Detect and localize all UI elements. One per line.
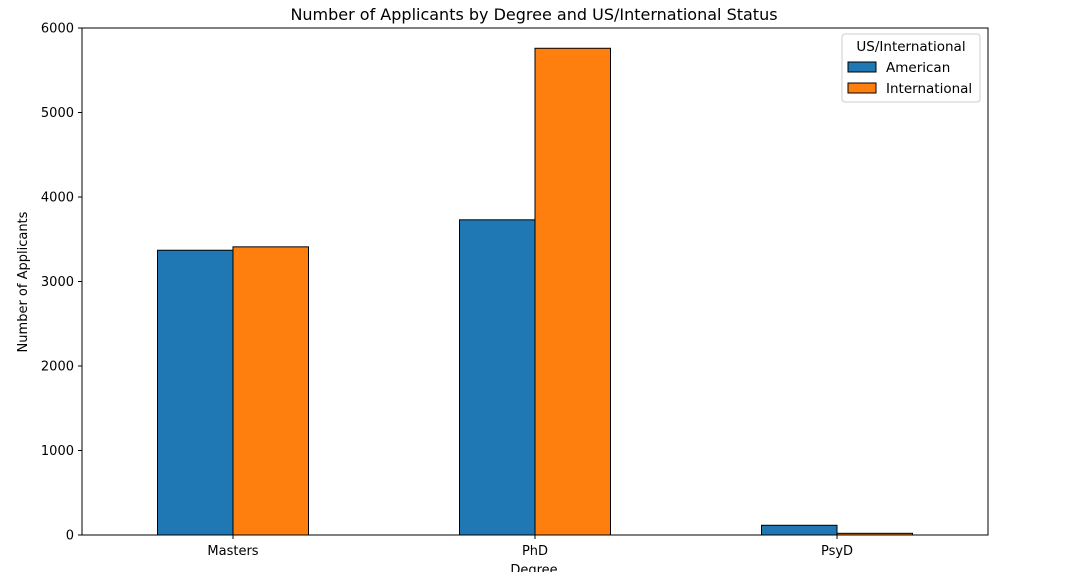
x-axis-label: Degree — [510, 563, 557, 572]
bar-international-phd — [534, 47, 611, 536]
y-tick-label: 4000 — [41, 191, 74, 206]
bar-american-phd — [459, 219, 536, 536]
legend-swatch-american — [847, 61, 877, 73]
y-tick-label: 3000 — [41, 275, 74, 290]
legend-title: US/International — [856, 39, 965, 55]
plot-area — [157, 47, 913, 536]
bar-american-psyd — [761, 524, 838, 536]
legend: US/International American International — [841, 33, 981, 103]
bar-american-masters — [157, 249, 234, 536]
legend-label-american: American — [886, 60, 950, 76]
x-tick-label: PsyD — [821, 544, 853, 559]
y-tick-label: 6000 — [41, 22, 74, 37]
bar-international-masters — [232, 246, 309, 536]
x-tick-label: Masters — [207, 544, 258, 559]
y-tick-label: 2000 — [41, 360, 74, 375]
y-axis: 0 1000 2000 3000 4000 5000 6000 — [41, 22, 82, 544]
y-tick-label: 0 — [66, 529, 74, 544]
legend-label-international: International — [886, 81, 972, 97]
chart-title: Number of Applicants by Degree and US/In… — [290, 5, 777, 24]
y-tick-label: 1000 — [41, 444, 74, 459]
x-axis: Masters PhD PsyD — [207, 535, 853, 559]
x-tick-label: PhD — [522, 544, 548, 559]
legend-swatch-international — [847, 82, 877, 94]
y-tick-label: 5000 — [41, 106, 74, 121]
y-axis-label: Number of Applicants — [16, 211, 31, 352]
